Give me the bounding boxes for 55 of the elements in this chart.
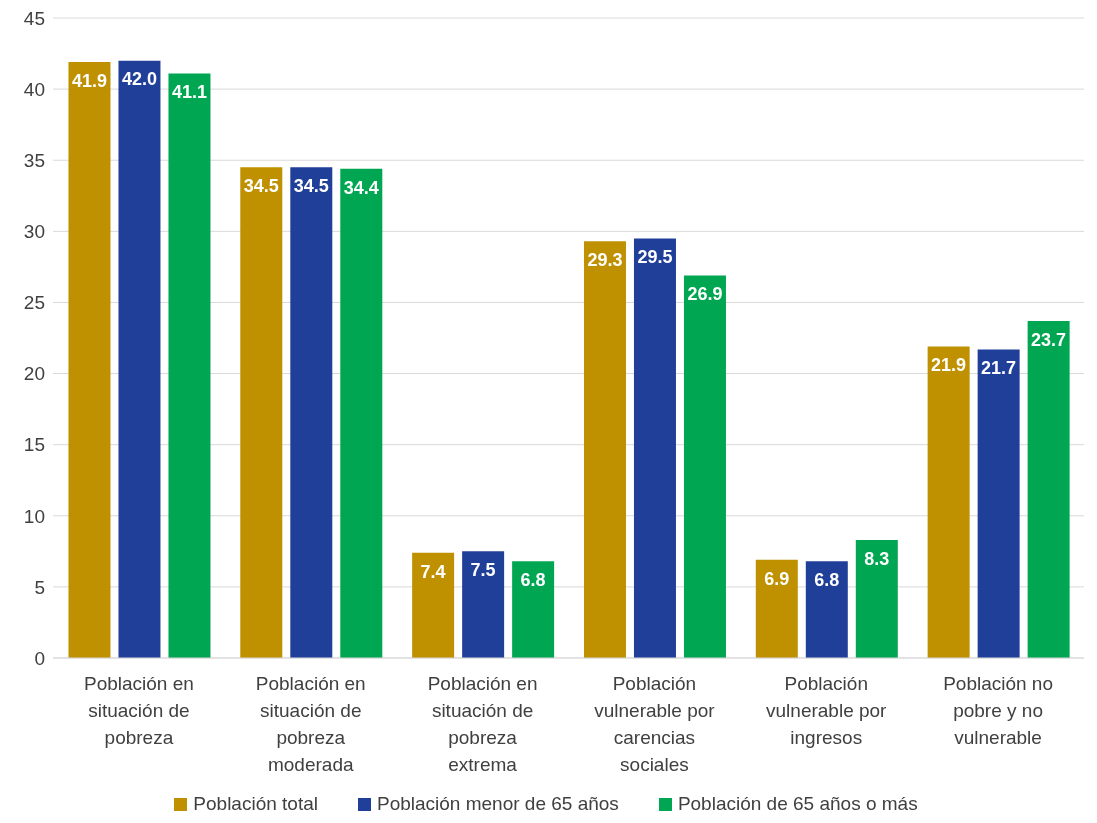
legend-label: Población de 65 años o más	[676, 793, 918, 815]
data-label: 41.1	[171, 82, 207, 103]
x-tick-label: Población no pobre y no vulnerable	[943, 673, 1054, 748]
y-tick-label: 5	[34, 576, 45, 598]
x-tick-label: Población en situación de pobreza	[83, 673, 194, 748]
bar	[118, 60, 161, 658]
data-label: 6.9	[764, 568, 790, 589]
bar	[633, 238, 676, 658]
y-tick-label: 0	[34, 647, 45, 669]
y-tick-label: 20	[23, 363, 45, 385]
y-tick-label: 35	[23, 149, 45, 171]
data-label: 7.4	[420, 561, 446, 582]
legend-label: Población menor de 65 años	[376, 793, 619, 815]
data-label: 7.5	[470, 560, 496, 581]
bar	[512, 561, 555, 658]
bar	[168, 73, 211, 658]
y-tick-label: 10	[23, 505, 45, 527]
bar	[755, 559, 798, 658]
bar	[805, 561, 848, 658]
bar	[68, 62, 111, 658]
bar	[1027, 320, 1070, 658]
bar	[290, 167, 333, 658]
y-tick-label: 30	[23, 221, 45, 243]
data-label: 21.9	[931, 355, 967, 376]
data-label: 21.7	[981, 358, 1017, 379]
bar	[240, 167, 283, 658]
bar	[927, 346, 970, 658]
data-label: 6.8	[520, 570, 546, 591]
data-label: 6.8	[814, 570, 840, 591]
data-label: 26.9	[687, 284, 723, 305]
bar	[683, 275, 726, 658]
y-tick-label: 40	[23, 78, 45, 100]
data-label: 29.3	[587, 250, 623, 271]
bar	[462, 551, 505, 658]
bar	[977, 349, 1020, 658]
bar	[412, 552, 455, 658]
data-label: 41.9	[71, 70, 107, 91]
data-label: 23.7	[1031, 329, 1067, 350]
y-tick-label: 45	[23, 7, 45, 29]
x-tick-label: Población en situación de pobreza moderada	[255, 673, 366, 775]
y-tick-label: 25	[23, 292, 45, 314]
bar	[855, 539, 898, 658]
x-tick-label: Población en situación de pobreza extrema	[427, 673, 538, 775]
x-tick-label: Población vulnerable por carencias sociales	[594, 673, 716, 775]
data-label: 42.0	[121, 69, 157, 90]
bar	[340, 168, 383, 658]
y-tick-label: 15	[23, 434, 45, 456]
data-label: 34.5	[293, 176, 329, 197]
data-label: 34.4	[343, 177, 379, 198]
legend-label: Población total	[192, 793, 318, 815]
bar	[583, 241, 626, 658]
x-tick-label: Población vulnerable por ingresos	[766, 673, 888, 748]
data-label: 34.5	[243, 176, 279, 197]
data-label: 29.5	[637, 247, 673, 268]
data-label: 8.3	[864, 548, 890, 569]
